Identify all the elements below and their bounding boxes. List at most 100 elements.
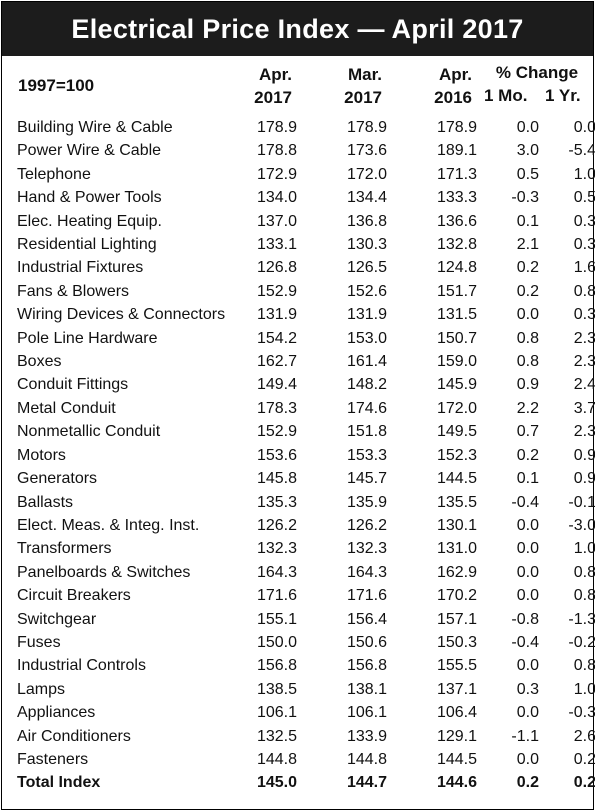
row-item-label: Telephone (17, 165, 91, 183)
row-value-mo: 0.0 (516, 306, 539, 324)
row-item-label: Hand & Power Tools (17, 189, 162, 207)
row-value-apr2017: 138.5 (256, 680, 297, 698)
row-value-apr2017: 133.1 (256, 236, 297, 254)
row-value-mar2017: 173.6 (346, 142, 387, 160)
table-row: Lamps 138.5 138.1 137.1 0.3 1.0 (2, 678, 595, 701)
row-value-apr2017: 154.2 (256, 329, 297, 347)
row-item-label: Boxes (17, 353, 62, 371)
page-title: Electrical Price Index — April 2017 (2, 2, 593, 56)
row-value-apr2016: 144.5 (436, 750, 477, 768)
row-value-yr: 3.7 (573, 399, 595, 417)
row-value-mar2017: 133.9 (346, 727, 387, 745)
row-value-apr2016: 171.3 (436, 165, 477, 183)
col-header-one-year: 1 Yr. (545, 86, 581, 105)
row-value-apr2016: 155.5 (436, 657, 477, 675)
row-value-mar2017: 156.8 (346, 657, 387, 675)
row-item-label: Ballasts (17, 493, 74, 511)
row-value-apr2016: 124.8 (436, 259, 477, 277)
row-value-apr2016: 172.0 (436, 399, 477, 417)
col-header-one-month: 1 Mo. (484, 86, 528, 105)
row-value-mar2017: 135.9 (346, 493, 387, 511)
row-value-yr: 0.2 (573, 750, 595, 768)
row-value-apr2017: 132.3 (256, 540, 297, 558)
row-value-mo: 2.1 (516, 236, 539, 254)
row-item-label: Industrial Controls (17, 657, 146, 675)
row-value-mo: 0.3 (516, 680, 539, 698)
row-item-label: Nonmetallic Conduit (17, 423, 161, 441)
row-value-yr: 2.4 (573, 376, 595, 394)
table-row: Appliances 106.1 106.1 106.4 0.0 -0.3 (2, 701, 595, 724)
row-item-label: Building Wire & Cable (17, 119, 173, 136)
row-item-label: Metal Conduit (17, 399, 116, 417)
row-value-mo: 0.0 (516, 119, 539, 136)
table-row: Motors 153.6 153.3 152.3 0.2 0.9 (2, 444, 595, 467)
row-value-apr2016: 157.1 (436, 610, 477, 628)
row-value-mar2017: 150.6 (346, 633, 387, 651)
row-value-mar2017: 164.3 (346, 563, 387, 581)
row-value-apr2017: 132.5 (256, 727, 297, 745)
row-value-mo: -0.4 (511, 493, 539, 511)
row-value-mo: 0.0 (516, 540, 539, 558)
total-label: Total Index (17, 774, 101, 792)
row-value-apr2017: 162.7 (256, 353, 297, 371)
row-value-mo: 0.0 (516, 750, 539, 768)
col-header-apr-2017: Apr. 2017 (228, 63, 292, 109)
row-value-yr: -3.0 (568, 516, 595, 534)
row-value-mo: 0.1 (516, 470, 539, 488)
row-value-mo: 0.1 (516, 212, 539, 230)
row-value-yr: -1.3 (568, 610, 595, 628)
row-value-mo: 0.8 (516, 329, 539, 347)
row-value-apr2017: 145.8 (256, 470, 297, 488)
col-header-year: 2017 (344, 88, 382, 107)
row-value-mo: 0.0 (516, 657, 539, 675)
row-item-label: Pole Line Hardware (17, 329, 158, 347)
table-row: Transformers 132.3 132.3 131.0 0.0 1.0 (2, 537, 595, 560)
row-value-yr: -0.1 (568, 493, 595, 511)
row-value-mo: 0.0 (516, 563, 539, 581)
row-value-apr2016: 178.9 (436, 119, 477, 136)
row-item-label: Elec. Heating Equip. (17, 212, 162, 230)
col-header-month: Apr. (438, 65, 472, 84)
row-value-mar2017: 148.2 (346, 376, 387, 394)
row-value-apr2016: 136.6 (436, 212, 477, 230)
table-row: Industrial Controls 156.8 156.8 155.5 0.0 0.8 (2, 654, 595, 677)
row-item-label: Fuses (17, 633, 61, 651)
total-value-mar2017: 144.7 (346, 774, 387, 792)
row-value-apr2017: 126.2 (256, 516, 297, 534)
table-row: Fasteners 144.8 144.8 144.5 0.0 0.2 (2, 748, 595, 771)
row-item-label: Elect. Meas. & Integ. Inst. (17, 516, 200, 534)
row-item-label: Switchgear (17, 610, 97, 628)
row-value-mar2017: 136.8 (346, 212, 387, 230)
row-value-apr2017: 178.8 (256, 142, 297, 160)
row-value-apr2016: 137.1 (436, 680, 477, 698)
row-value-apr2016: 135.5 (436, 493, 477, 511)
total-value-apr2017: 145.0 (256, 774, 297, 792)
row-value-mar2017: 152.6 (346, 282, 387, 300)
row-value-mar2017: 153.3 (346, 446, 387, 464)
row-value-mar2017: 132.3 (346, 540, 387, 558)
row-value-yr: 0.0 (573, 119, 595, 136)
row-value-apr2017: 126.8 (256, 259, 297, 277)
table-row: Conduit Fittings 149.4 148.2 145.9 0.9 2.4 (2, 373, 595, 396)
col-header-apr-2016: Apr. 2016 (406, 63, 472, 109)
row-value-yr: 0.3 (573, 236, 595, 254)
row-value-apr2017: 153.6 (256, 446, 297, 464)
row-item-label: Panelboards & Switches (17, 563, 191, 581)
row-value-yr: -0.3 (568, 704, 595, 722)
row-value-mo: 0.7 (516, 423, 539, 441)
row-value-yr: 0.8 (573, 563, 595, 581)
row-value-mo: 0.0 (516, 516, 539, 534)
row-value-yr: 0.8 (573, 587, 595, 605)
row-item-label: Appliances (17, 704, 96, 722)
table-row: Telephone 172.9 172.0 171.3 0.5 1.0 (2, 163, 595, 186)
row-value-mo: -0.8 (511, 610, 539, 628)
row-value-mo: 0.8 (516, 353, 539, 371)
row-value-apr2016: 150.7 (436, 329, 477, 347)
col-header-year: 2016 (434, 88, 472, 107)
row-value-apr2017: 152.9 (256, 282, 297, 300)
table-row: Elect. Meas. & Integ. Inst. 126.2 126.2 130… (2, 514, 595, 537)
row-value-mar2017: 153.0 (346, 329, 387, 347)
col-header-mar-2017: Mar. 2017 (316, 63, 382, 109)
row-value-apr2017: 156.8 (256, 657, 297, 675)
row-value-mo: 0.2 (516, 282, 539, 300)
